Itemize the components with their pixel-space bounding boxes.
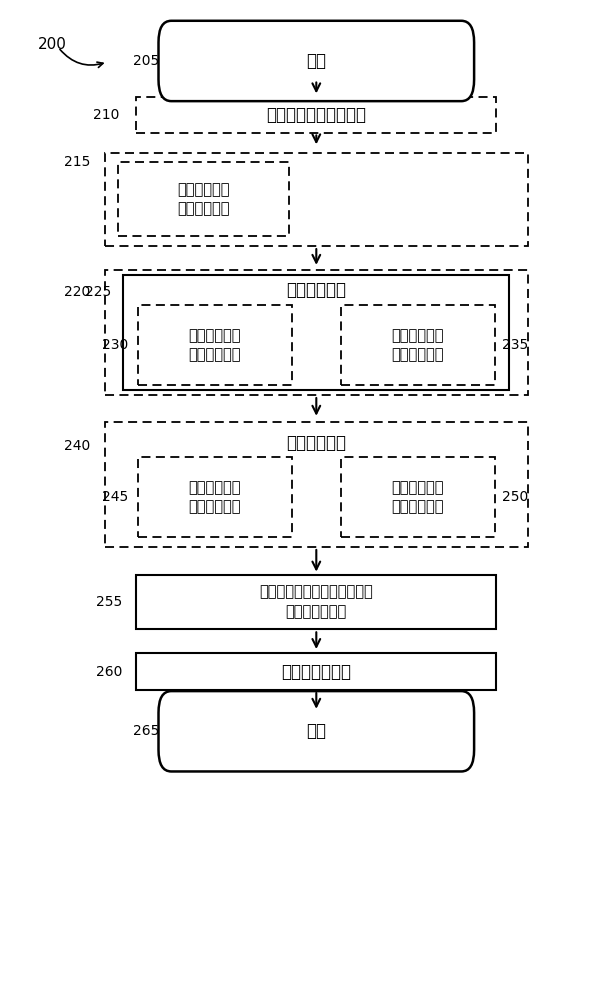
FancyBboxPatch shape [105, 270, 528, 395]
Text: 针对当前场景
评价通信规则: 针对当前场景 评价通信规则 [391, 480, 444, 514]
Text: 从传感器获得生理数据: 从传感器获得生理数据 [266, 106, 366, 124]
Text: 260: 260 [95, 664, 122, 678]
FancyBboxPatch shape [123, 275, 509, 390]
Text: 200: 200 [38, 37, 67, 52]
FancyBboxPatch shape [138, 457, 292, 537]
FancyBboxPatch shape [105, 153, 528, 246]
Text: 经由通信接口
发送生理数据: 经由通信接口 发送生理数据 [177, 182, 230, 217]
Text: 235: 235 [502, 338, 528, 352]
FancyBboxPatch shape [341, 457, 495, 537]
Text: 255: 255 [96, 595, 122, 609]
Text: 240: 240 [64, 439, 90, 453]
FancyArrowPatch shape [60, 49, 103, 67]
FancyBboxPatch shape [137, 97, 496, 132]
Text: 210: 210 [94, 108, 120, 122]
Text: 230: 230 [101, 338, 128, 352]
Text: 225: 225 [85, 285, 111, 299]
Text: 接收通信指示: 接收通信指示 [287, 434, 346, 452]
Text: 输出指定的通信: 输出指定的通信 [281, 662, 351, 680]
FancyBboxPatch shape [118, 162, 289, 236]
Text: 215: 215 [64, 155, 90, 169]
FancyBboxPatch shape [137, 653, 496, 690]
FancyBboxPatch shape [105, 422, 528, 547]
FancyBboxPatch shape [137, 575, 496, 629]
Text: 245: 245 [101, 490, 128, 504]
FancyBboxPatch shape [341, 305, 495, 385]
Text: 信号通知锁致动器以允许带扣
转换到打开位置: 信号通知锁致动器以允许带扣 转换到打开位置 [259, 585, 373, 619]
Text: 经由通信接口
接收锁定指示: 经由通信接口 接收锁定指示 [188, 328, 241, 363]
Text: 停止: 停止 [306, 722, 326, 740]
Text: 205: 205 [133, 54, 160, 68]
Text: 针对当前场景
评价锁定规则: 针对当前场景 评价锁定规则 [391, 328, 444, 363]
FancyBboxPatch shape [159, 21, 474, 101]
Text: 265: 265 [133, 724, 160, 738]
Text: 接收锁定指示: 接收锁定指示 [287, 281, 346, 299]
FancyBboxPatch shape [138, 305, 292, 385]
Text: 250: 250 [502, 490, 528, 504]
Text: 开始: 开始 [306, 52, 326, 70]
FancyBboxPatch shape [159, 691, 474, 771]
Text: 220: 220 [64, 285, 90, 299]
Text: 经由通信接口
接收通信指示: 经由通信接口 接收通信指示 [188, 480, 241, 514]
